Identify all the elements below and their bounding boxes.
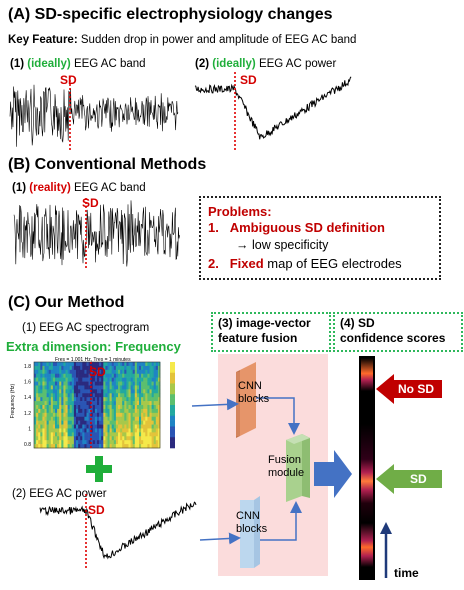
problems-box xyxy=(199,196,441,280)
b1-tag: (reality) xyxy=(29,182,71,194)
no-sd-arrow xyxy=(376,374,442,404)
fusion-line2: module xyxy=(268,467,305,479)
time-arrow-head xyxy=(380,522,392,534)
cnn-top-line2: blocks xyxy=(238,393,270,405)
fusion-title-box xyxy=(211,312,331,352)
problem-1: 1. Ambiguous SD definition xyxy=(208,220,385,235)
plus-icon xyxy=(86,456,112,482)
a1-num: (1) xyxy=(10,58,25,70)
spectrogram-ytick: 0.8 xyxy=(24,442,31,448)
problem-1-num: 1. xyxy=(208,220,219,235)
spectrogram-label: (1) EEG AC spectrogram xyxy=(22,322,150,334)
time-label: time xyxy=(394,566,419,580)
cnn-top-line1: CNN xyxy=(238,380,262,392)
a1-tag: (ideally) xyxy=(27,58,71,70)
reality-eeg-band-signal xyxy=(13,198,180,268)
ideal-eeg-power-trace xyxy=(194,72,352,150)
confidence-title-1: (4) SD xyxy=(340,316,375,330)
confidence-title-box xyxy=(333,312,463,352)
a2-tag: (ideally) xyxy=(212,58,256,70)
fusion-module-block xyxy=(286,434,310,502)
extra-dimension-label: Extra dimension: Frequency xyxy=(6,339,181,354)
arrow-cnn-to-fusion xyxy=(256,397,300,435)
key-feature-label: Key Feature: xyxy=(8,34,78,46)
no-sd-label: No SD xyxy=(398,382,434,396)
spectrogram-ytick: 1.2 xyxy=(24,411,31,417)
a2-sd-label: SD xyxy=(240,73,257,87)
key-feature-line: Key Feature: Sudden drop in power and am… xyxy=(8,34,356,46)
problem-2-bold: Fixed xyxy=(229,256,264,271)
spectrogram-ytick: 1.8 xyxy=(24,364,31,370)
section-c-title: (C) Our Method xyxy=(8,294,125,311)
b1-label: (1) (reality) EEG AC band xyxy=(12,182,146,194)
b1-text: EEG AC band xyxy=(74,182,146,194)
problem-2: 2. Fixed map of EEG electrodes xyxy=(208,256,402,271)
arrow-spec-to-cnn xyxy=(191,398,239,411)
b1-num: (1) xyxy=(12,182,27,194)
arrow-cnn2-to-fusion xyxy=(260,501,302,541)
power-sd-label: SD xyxy=(88,503,105,517)
a2-num: (2) xyxy=(195,58,210,70)
spectrogram-image: 1.8 1.6 1.4 1.2 1 0.8 xyxy=(24,361,175,450)
fusion-line1: Fusion xyxy=(268,454,302,466)
big-output-arrow xyxy=(314,450,352,498)
cnn-bottom-line2: blocks xyxy=(236,523,268,535)
problem-2-num: 2. xyxy=(208,256,219,271)
eeg-power-trace xyxy=(39,494,197,570)
a2-label: (2) (ideally) EEG AC power xyxy=(195,58,336,70)
a1-text: EEG AC band xyxy=(73,58,146,70)
key-feature-text: Sudden drop in power and amplitude of EE… xyxy=(80,34,357,46)
problem-1-sub: → low specificity xyxy=(236,238,329,252)
cnn-block-bottom xyxy=(240,496,260,568)
fusion-title-1: (3) image-vector xyxy=(218,316,311,330)
spectrogram-ytick: 1.6 xyxy=(24,380,31,386)
problems-title: Problems: xyxy=(208,204,272,219)
a2-text: EEG AC power xyxy=(258,58,337,70)
spectrogram-sd-label: SD xyxy=(89,365,106,379)
sd-arrow xyxy=(376,464,442,494)
sd-label: SD xyxy=(410,472,427,486)
a1-label: (1) (ideally) EEG AC band xyxy=(10,58,146,70)
spectrogram-ytick: 1.4 xyxy=(24,395,31,401)
section-b-title: (B) Conventional Methods xyxy=(8,156,207,173)
cnn-bottom-line1: CNN xyxy=(236,510,260,522)
problem-1-text: Ambiguous SD definition xyxy=(229,220,385,235)
spectrogram-ytick: 1 xyxy=(28,426,31,432)
spectrogram-title: Fres = 1.001 Hz, Tres = 1 minutes xyxy=(55,357,131,363)
confidence-title-2: confidence scores xyxy=(340,331,446,345)
problem-2-text: map of EEG electrodes xyxy=(267,256,402,271)
ideal-eeg-band-signal xyxy=(9,76,179,150)
a1-sd-label: SD xyxy=(60,73,77,87)
arrow-power-to-cnn xyxy=(199,532,241,545)
power-label: (2) EEG AC power xyxy=(12,488,107,500)
section-a-title: (A) SD-specific electrophysiology change… xyxy=(8,6,333,23)
fusion-title-2: feature fusion xyxy=(218,331,298,345)
